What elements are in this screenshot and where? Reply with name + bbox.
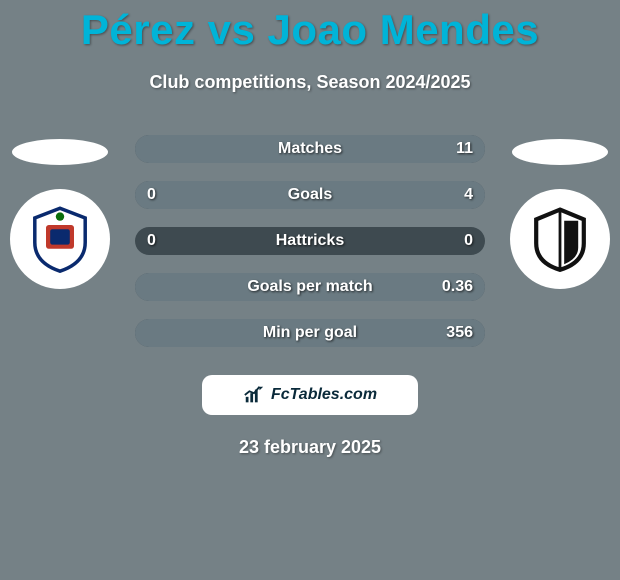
comparison-arena: Matches 11 0 Goals 4 0 Hattricks 0 Goals…	[0, 135, 620, 365]
stat-row-matches: Matches 11	[135, 135, 485, 163]
stat-label: Hattricks	[135, 227, 485, 255]
stat-value-right: 356	[446, 319, 473, 347]
date-caption: 23 february 2025	[0, 437, 620, 458]
stat-label: Matches	[135, 135, 485, 163]
porto-crest-icon	[25, 204, 95, 274]
stat-row-min-per-goal: Min per goal 356	[135, 319, 485, 347]
stat-row-goals: 0 Goals 4	[135, 181, 485, 209]
stat-value-right: 11	[456, 135, 473, 163]
brand-pill[interactable]: FcTables.com	[202, 375, 418, 415]
stat-value-right: 0	[464, 227, 473, 255]
stat-value-right: 0.36	[442, 273, 473, 301]
stat-label: Goals	[135, 181, 485, 209]
stat-label: Min per goal	[135, 319, 485, 347]
chart-icon	[243, 384, 265, 406]
stat-rows: Matches 11 0 Goals 4 0 Hattricks 0 Goals…	[135, 135, 485, 365]
player-oval-right	[512, 139, 608, 165]
player-oval-left	[12, 139, 108, 165]
stat-row-hattricks: 0 Hattricks 0	[135, 227, 485, 255]
guimaraes-crest-icon	[525, 204, 595, 274]
stat-row-goals-per-match: Goals per match 0.36	[135, 273, 485, 301]
club-crest-left	[10, 189, 110, 289]
stat-label: Goals per match	[135, 273, 485, 301]
club-crest-right	[510, 189, 610, 289]
stat-value-right: 4	[464, 181, 473, 209]
subtitle: Club competitions, Season 2024/2025	[0, 72, 620, 93]
brand-text: FcTables.com	[271, 386, 377, 404]
page-title: Pérez vs Joao Mendes	[0, 0, 620, 54]
